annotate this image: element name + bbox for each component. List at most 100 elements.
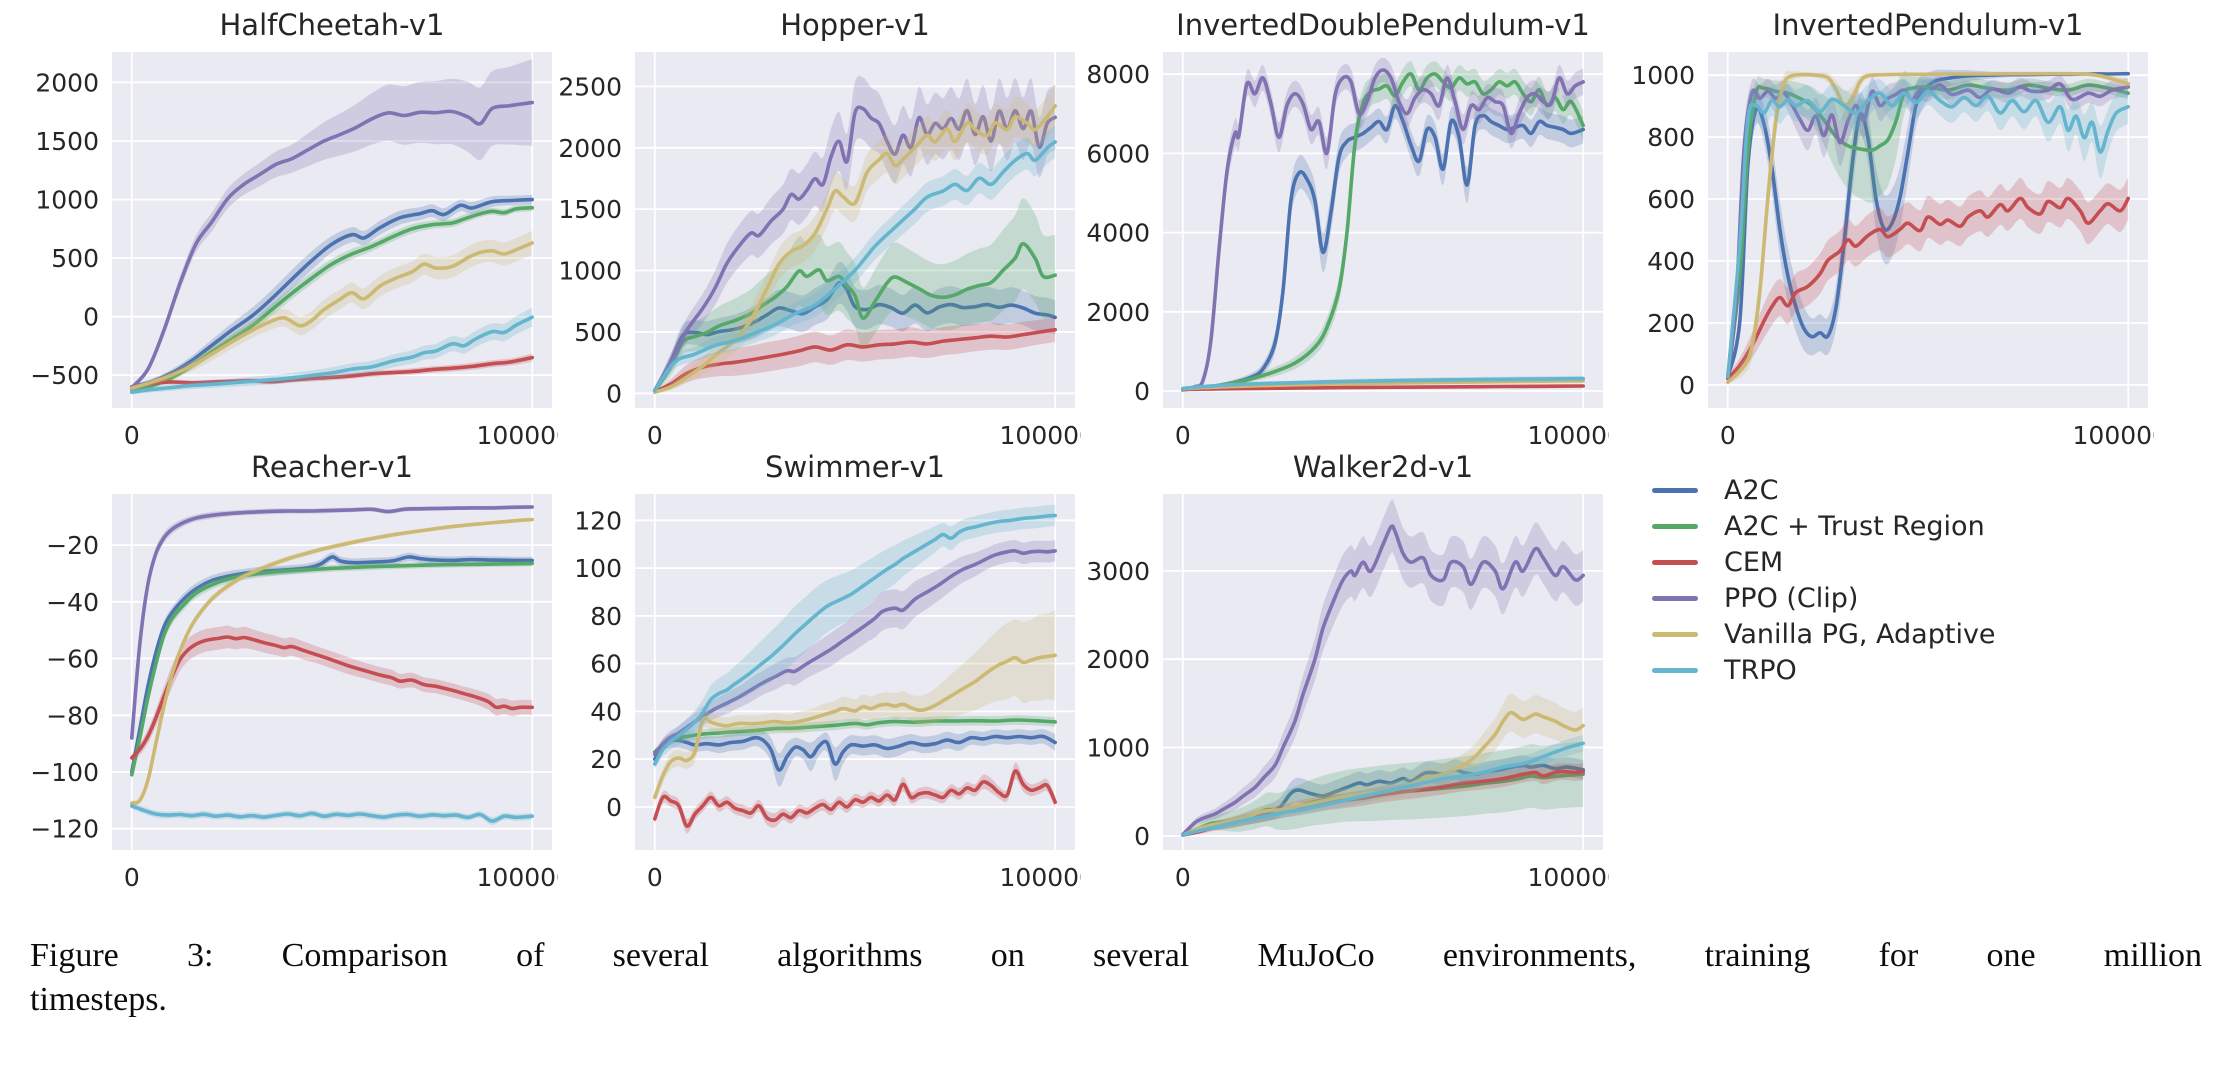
y-tick-label: 8000 xyxy=(1086,60,1150,89)
series-line-vanilla-pg-adaptive xyxy=(130,241,534,390)
series-band-a2c-trust-region xyxy=(654,715,1056,756)
figure-caption-line1: Figure 3: Comparison of several algorith… xyxy=(30,937,2202,974)
y-tick-label: 600 xyxy=(1647,185,1695,214)
series-band-ppo-clip xyxy=(131,59,533,390)
y-tick-label: 1000 xyxy=(558,257,622,286)
series-band-a2c-trust-region xyxy=(1727,71,2129,382)
legend-line-swatch xyxy=(1652,487,1698,493)
y-tick-label: 2000 xyxy=(558,134,622,163)
series-line-a2c xyxy=(130,197,534,389)
series-line-vanilla-pg-adaptive xyxy=(653,653,1057,800)
y-tick-label: 60 xyxy=(590,650,622,679)
series-line-trpo xyxy=(130,315,534,394)
series-line-a2c-trust-region xyxy=(130,561,534,777)
y-tick-label: 20 xyxy=(590,745,622,774)
plot-title: HalfCheetah-v1 xyxy=(220,8,445,42)
series-line-trpo xyxy=(653,513,1057,766)
x-tick-label: 0 xyxy=(647,421,663,450)
series-line-ppo-clip xyxy=(1181,68,1585,391)
y-tick-label: 1000 xyxy=(1086,734,1150,763)
plot-title: InvertedDoublePendulum-v1 xyxy=(1176,8,1590,42)
series-line-vanilla-pg-adaptive xyxy=(1181,379,1585,391)
y-tick-label: 400 xyxy=(1647,247,1695,276)
series-line-a2c xyxy=(1181,103,1585,392)
legend-item-trpo: TRPO xyxy=(1652,652,1996,688)
plot-background xyxy=(1163,52,1603,408)
series-line-cem xyxy=(653,769,1057,828)
series-band-ppo-clip xyxy=(654,75,1056,393)
x-tick-label: 0 xyxy=(1175,863,1191,892)
plot-title: Swimmer-v1 xyxy=(765,450,945,484)
plot-title: InvertedPendulum-v1 xyxy=(1773,8,2084,42)
figure-caption: Figure 3: Comparison of several algorith… xyxy=(30,934,2202,1022)
walker2d-v1-svg: Walker2d-v1 3000 2000 1000 00 1000000 xyxy=(1086,450,1638,892)
legend-line-swatch xyxy=(1652,559,1698,565)
legend-item-a2c-trust-region: A2C + Trust Region xyxy=(1652,508,1996,544)
series-line-cem xyxy=(1726,196,2130,381)
series-line-cem xyxy=(653,327,1057,394)
inverteddoublependulum-v1-svg: InvertedDoublePendulum-v1 8000 6000 4000 200… xyxy=(1086,8,1638,450)
plot-background xyxy=(112,52,552,408)
series-line-vanilla-pg-adaptive xyxy=(130,517,534,805)
y-tick-label: 1000 xyxy=(1631,61,1695,90)
plot-swimmer-v1: Swimmer-v112010080604020001000000 xyxy=(523,450,1111,902)
y-tick-label: 200 xyxy=(1647,309,1695,338)
y-tick-label: −60 xyxy=(46,645,99,674)
series-band-trpo xyxy=(654,125,1056,393)
series-band-vanilla-pg-adaptive xyxy=(131,230,533,390)
x-tick-label: 1000000 xyxy=(2073,421,2154,450)
series-band-vanilla-pg-adaptive xyxy=(654,609,1056,803)
series-line-trpo xyxy=(130,804,534,823)
y-tick-label: 2500 xyxy=(558,72,622,101)
legend-line-swatch xyxy=(1652,631,1698,637)
reacher-v1-svg: Reacher-v1−20−40−60−80−100−12001000000 xyxy=(30,450,588,892)
y-tick-label: 100 xyxy=(574,554,622,583)
y-tick-label: 0 xyxy=(1679,371,1695,400)
y-tick-label: 500 xyxy=(574,318,622,347)
y-tick-label: 0 xyxy=(83,303,99,332)
plot-title: Walker2d-v1 xyxy=(1293,450,1473,484)
x-tick-label: 0 xyxy=(647,863,663,892)
series-band-cem xyxy=(654,317,1056,393)
hopper-v1-svg: Hopper-v12500200015001000500001000000 xyxy=(558,8,1110,450)
series-band-ppo-clip xyxy=(654,540,1056,760)
y-tick-label: 1000 xyxy=(35,186,99,215)
series-line-trpo xyxy=(1181,741,1585,837)
y-tick-label: −120 xyxy=(30,815,99,844)
chart-legend: A2C A2C + Trust Region CEM PPO (Clip) Vanill… xyxy=(1652,472,1996,688)
series-line-a2c-trust-region xyxy=(1726,83,2130,380)
y-tick-label: 1500 xyxy=(558,195,622,224)
plot-invertedpendulum-v1: InvertedPendulum-v1 1000 800 600 400 200 0 0 100… xyxy=(1596,8,2183,460)
series-line-ppo-clip xyxy=(653,105,1057,392)
y-tick-label: 80 xyxy=(590,602,622,631)
plot-halfcheetah-v1: HalfCheetah-v1 2000 1500 1000 500 0 −500 0 10000… xyxy=(0,8,588,460)
series-line-cem xyxy=(130,635,534,760)
series-line-cem xyxy=(130,355,534,389)
series-line-a2c xyxy=(653,734,1057,772)
y-tick-label: 2000 xyxy=(1086,298,1150,327)
y-tick-label: −100 xyxy=(30,758,99,787)
plot-background xyxy=(112,494,552,850)
y-tick-label: 4000 xyxy=(1086,219,1150,248)
y-tick-label: −500 xyxy=(30,361,99,390)
legend-line-swatch xyxy=(1652,667,1698,673)
series-line-trpo xyxy=(1181,376,1585,391)
x-tick-label: 1000000 xyxy=(1528,863,1609,892)
y-tick-label: 800 xyxy=(1647,123,1695,152)
y-tick-label: 0 xyxy=(606,379,622,408)
series-line-a2c-trust-region xyxy=(1181,72,1585,392)
legend-item-label: A2C + Trust Region xyxy=(1724,510,1985,542)
plot-title: Reacher-v1 xyxy=(251,450,413,484)
y-tick-label: 6000 xyxy=(1086,139,1150,168)
series-line-vanilla-pg-adaptive xyxy=(653,104,1057,395)
series-line-vanilla-pg-adaptive xyxy=(1726,71,2130,385)
y-tick-label: −40 xyxy=(46,588,99,617)
series-line-trpo xyxy=(653,140,1057,393)
invertedpendulum-v1-svg: InvertedPendulum-v1 1000 800 600 400 200 00 100… xyxy=(1631,8,2183,450)
x-tick-label: 0 xyxy=(124,421,140,450)
y-tick-label: 40 xyxy=(590,697,622,726)
series-line-ppo-clip xyxy=(1181,524,1585,837)
y-tick-label: 2000 xyxy=(35,68,99,97)
series-line-cem xyxy=(1181,384,1585,392)
series-line-ppo-clip xyxy=(130,505,534,740)
